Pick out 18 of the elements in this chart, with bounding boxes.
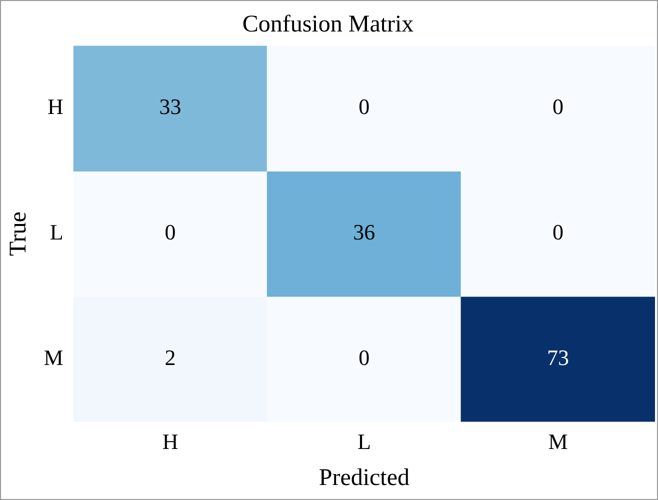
x-tick-label: M	[548, 428, 568, 454]
y-tick-label: M	[44, 344, 64, 370]
x-tick-label: H	[162, 428, 178, 454]
data-label: 0	[164, 220, 176, 245]
x-tick-label: L	[357, 428, 371, 454]
y-tick-label: L	[50, 220, 64, 245]
data-label: 36	[353, 220, 376, 245]
data-label: 33	[159, 94, 182, 120]
data-label: 0	[552, 94, 564, 120]
y-tick-label: H	[47, 94, 64, 120]
x-axis-title: Predicted	[318, 464, 410, 491]
data-label: 0	[552, 220, 564, 245]
data-label: 2	[164, 344, 176, 370]
y-axis-title: True	[6, 212, 32, 256]
data-label: 0	[358, 94, 370, 120]
chart-title: Confusion Matrix	[242, 12, 414, 38]
data-label: 73	[547, 344, 570, 370]
data-label: 0	[358, 344, 370, 370]
